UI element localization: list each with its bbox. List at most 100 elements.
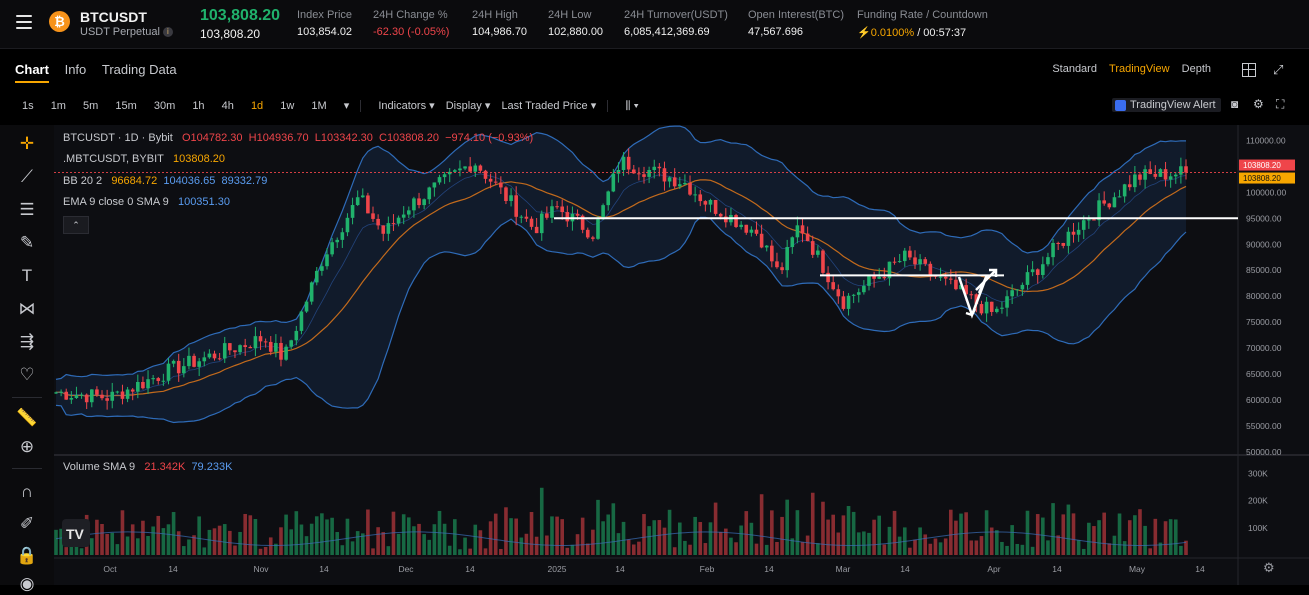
interval-dropdown-icon[interactable]: ▾ bbox=[343, 100, 350, 112]
text-icon[interactable]: T bbox=[21, 266, 33, 285]
pattern-icon[interactable]: ⋈ bbox=[18, 299, 36, 318]
symbol-name[interactable]: BTCUSDT bbox=[80, 9, 147, 25]
collapse-legend-button[interactable]: ⌃ bbox=[63, 216, 89, 234]
layout-grid-icon[interactable] bbox=[1242, 63, 1256, 77]
candle-body bbox=[69, 398, 74, 400]
forecast-icon[interactable]: ⇶ bbox=[19, 332, 35, 351]
lock-icon[interactable]: 🔒 bbox=[16, 546, 38, 565]
chart-area[interactable]: 110000.00105000.00100000.0095000.0090000… bbox=[54, 125, 1309, 585]
candle-body bbox=[197, 361, 201, 367]
stat-value: ⚡0.0100% / 00:57:37 bbox=[857, 26, 988, 39]
candle-body bbox=[667, 177, 672, 182]
candle-body bbox=[683, 182, 687, 185]
ruler-icon[interactable]: 📏 bbox=[16, 408, 38, 427]
volume-bar bbox=[729, 537, 733, 555]
candle-body bbox=[923, 259, 928, 264]
info-icon[interactable]: i bbox=[162, 27, 173, 38]
volume-bar bbox=[1184, 540, 1188, 555]
camera-icon[interactable]: ◙ bbox=[1231, 97, 1239, 111]
volume-bar bbox=[744, 511, 749, 555]
view-standard[interactable]: Standard bbox=[1052, 63, 1097, 75]
display-button[interactable]: Display ▾ bbox=[445, 100, 491, 112]
tradingview-alert-button[interactable]: TradingView Alert bbox=[1112, 98, 1221, 112]
volume-bar bbox=[314, 516, 319, 555]
candle-body bbox=[1179, 166, 1183, 175]
candle-body bbox=[754, 229, 759, 234]
trend-line-icon[interactable]: ⟋ bbox=[21, 167, 33, 186]
lightning-icon: ⚡ bbox=[857, 27, 871, 39]
volume-bar bbox=[555, 516, 559, 555]
stat-label: 24H Low bbox=[548, 9, 592, 21]
interval-1m[interactable]: 1m bbox=[50, 100, 66, 112]
interval-1M[interactable]: 1M bbox=[311, 100, 327, 112]
candle-body bbox=[427, 187, 432, 200]
zoom-in-icon[interactable]: ⊕ bbox=[19, 437, 35, 456]
time-tick-label: Dec bbox=[398, 564, 414, 574]
candle-body bbox=[284, 346, 288, 360]
menu-icon[interactable] bbox=[16, 15, 32, 29]
tab-chart[interactable]: Chart bbox=[15, 62, 49, 83]
drawing-toolbar: ✛ ⟋ ☰ ✎ T ⋈ ⇶ ♡ 📏 ⊕ ∩ ✐ 🔒 ◉ bbox=[0, 125, 54, 593]
volume-bar bbox=[274, 543, 278, 555]
interval-1h[interactable]: 1h bbox=[192, 100, 205, 112]
volume-bar bbox=[550, 516, 554, 555]
volume-bar bbox=[534, 536, 539, 555]
funding-rate-value: 0.0100% bbox=[870, 27, 915, 39]
eye-icon[interactable]: ◉ bbox=[19, 574, 35, 593]
candle-body bbox=[1056, 242, 1060, 244]
volume-bar bbox=[412, 526, 416, 555]
indicators-button[interactable]: Indicators ▾ bbox=[378, 100, 435, 112]
volume-bar bbox=[376, 527, 380, 555]
magnet-icon[interactable]: ∩ bbox=[20, 482, 34, 501]
horizontal-lines-icon[interactable]: ☰ bbox=[19, 200, 35, 219]
interval-1d[interactable]: 1d bbox=[250, 100, 264, 112]
candle-body bbox=[979, 304, 984, 314]
candle-body bbox=[371, 213, 375, 219]
fullscreen-icon[interactable]: ⛶ bbox=[1276, 97, 1285, 111]
candle-body bbox=[631, 169, 636, 174]
lock-drawing-icon[interactable]: ✐ bbox=[19, 514, 35, 533]
interval-5m[interactable]: 5m bbox=[83, 100, 99, 112]
volume-bar bbox=[1092, 526, 1096, 555]
time-tick-label: 14 bbox=[764, 564, 774, 574]
axis-settings-icon[interactable]: ⚙ bbox=[1263, 561, 1275, 576]
mark-legend-title: .MBTCUSDT, BYBIT bbox=[63, 153, 164, 165]
tab-trading-data[interactable]: Trading Data bbox=[101, 62, 177, 77]
candle-style-icon[interactable]: ⫼ ▾ bbox=[625, 100, 639, 112]
volume-bar bbox=[683, 540, 687, 555]
interval-4h[interactable]: 4h bbox=[221, 100, 234, 112]
price-chart-svg[interactable]: 110000.00105000.00100000.0095000.0090000… bbox=[54, 125, 1309, 585]
volume-bar bbox=[407, 517, 411, 555]
candle-body bbox=[708, 199, 713, 205]
view-tradingview[interactable]: TradingView bbox=[1109, 63, 1170, 75]
interval-1w[interactable]: 1w bbox=[280, 100, 295, 112]
volume-bar bbox=[1066, 504, 1071, 555]
price-source-button[interactable]: Last Traded Price ▾ bbox=[501, 100, 597, 112]
candle-body bbox=[187, 355, 191, 367]
interval-1s[interactable]: 1s bbox=[22, 100, 34, 112]
candle-body bbox=[928, 263, 933, 275]
brush-icon[interactable]: ✎ bbox=[19, 233, 35, 252]
interval-30m[interactable]: 30m bbox=[153, 100, 176, 112]
candle-body bbox=[1097, 200, 1101, 221]
candle-body bbox=[325, 254, 329, 267]
crosshair-icon[interactable]: ✛ bbox=[19, 134, 35, 153]
volume-sma-value: 79.233K bbox=[191, 461, 233, 473]
heart-icon[interactable]: ♡ bbox=[19, 365, 35, 384]
settings-icon[interactable]: ⚙ bbox=[1253, 97, 1264, 111]
bb-legend: BB 20 2 96684.72 104036.65 89332.79 bbox=[63, 175, 267, 187]
expand-icon[interactable]: ⤢ bbox=[1273, 62, 1284, 77]
candle-body bbox=[253, 336, 258, 349]
price-tick-label: 70000.00 bbox=[1246, 343, 1282, 353]
candle-body bbox=[550, 206, 554, 218]
candle-body bbox=[1158, 169, 1163, 177]
candle-body bbox=[1000, 307, 1004, 309]
legend-open: O104782.30 bbox=[181, 132, 243, 144]
volume-bar bbox=[713, 502, 718, 555]
tab-info[interactable]: Info bbox=[64, 62, 87, 77]
view-depth[interactable]: Depth bbox=[1181, 63, 1211, 75]
candle-body bbox=[289, 340, 294, 347]
interval-15m[interactable]: 15m bbox=[115, 100, 137, 112]
volume-bar bbox=[759, 494, 764, 555]
candle-body bbox=[1122, 184, 1127, 197]
